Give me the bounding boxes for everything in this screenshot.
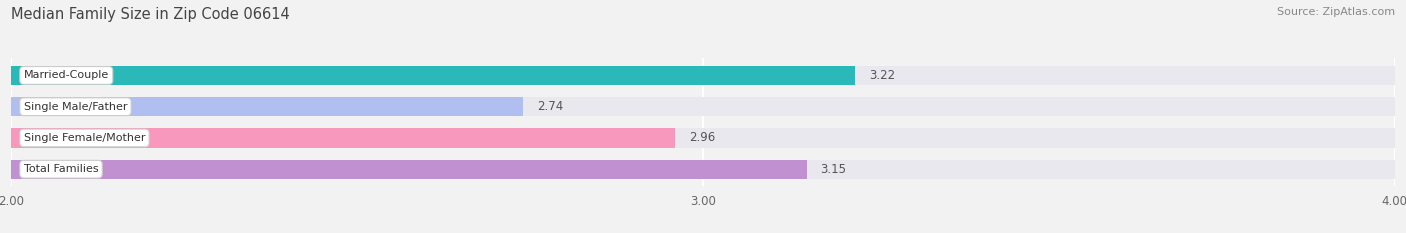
- Text: Source: ZipAtlas.com: Source: ZipAtlas.com: [1277, 7, 1395, 17]
- Text: 2.96: 2.96: [689, 131, 716, 144]
- Text: 2.74: 2.74: [537, 100, 564, 113]
- Text: Single Male/Father: Single Male/Father: [24, 102, 127, 112]
- Text: 3.22: 3.22: [869, 69, 896, 82]
- Bar: [11, 128, 675, 148]
- Bar: [11, 97, 523, 116]
- Text: Total Families: Total Families: [24, 164, 98, 174]
- Text: Single Female/Mother: Single Female/Mother: [24, 133, 145, 143]
- Text: Median Family Size in Zip Code 06614: Median Family Size in Zip Code 06614: [11, 7, 290, 22]
- Text: Married-Couple: Married-Couple: [24, 70, 108, 80]
- Bar: [11, 66, 1395, 85]
- Bar: [11, 128, 1395, 148]
- Bar: [11, 66, 855, 85]
- Bar: [11, 160, 807, 179]
- Text: 3.15: 3.15: [821, 163, 846, 176]
- Bar: [11, 160, 1395, 179]
- Bar: [11, 97, 1395, 116]
